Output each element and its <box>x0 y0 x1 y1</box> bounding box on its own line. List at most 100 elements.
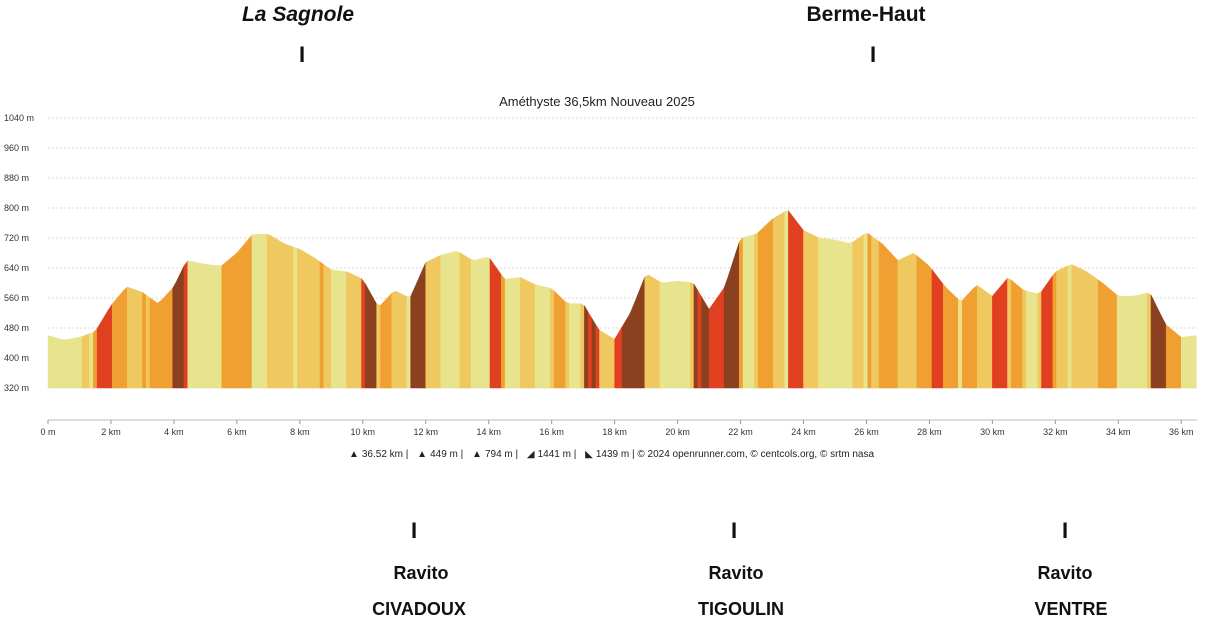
route-stats: ▲ 36.52 km | ▲ 449 m | ▲ 794 m | ◢ 1441 m | … <box>0 449 1217 460</box>
profile-segment <box>633 295 638 389</box>
profile-segment <box>837 240 842 389</box>
profile-segment <box>145 294 151 389</box>
profile-segment <box>161 295 166 389</box>
profile-segment <box>1113 291 1118 389</box>
profile-segment <box>372 296 377 389</box>
profile-segment <box>179 265 185 389</box>
elevation-chart: Améthyste 36,5km Nouveau 2025 1040 m 960 … <box>4 94 1197 437</box>
profile-segment <box>1022 289 1027 389</box>
profile-segment <box>417 270 423 389</box>
profile-segment <box>950 291 955 389</box>
profile-segment <box>93 327 98 389</box>
y-tick-label: 880 m <box>4 173 29 183</box>
profile-segment <box>1029 291 1035 389</box>
profile-segment <box>739 236 744 389</box>
profile-segment <box>980 287 986 389</box>
elevation-profile <box>47 209 1197 389</box>
profile-segment <box>285 243 291 389</box>
profile-segment <box>425 260 430 389</box>
profile-segment <box>637 286 642 389</box>
profile-segment <box>977 284 982 389</box>
ravito-label-ventre: Ravito <box>1037 563 1093 583</box>
profile-segment <box>561 297 566 389</box>
profile-segment <box>266 233 272 389</box>
profile-segment <box>648 274 653 389</box>
profile-segment <box>1154 302 1159 389</box>
profile-segment <box>1135 294 1140 389</box>
profile-segment <box>909 252 914 389</box>
profile-segment <box>293 246 298 389</box>
profile-segment <box>705 302 710 389</box>
profile-segment <box>897 258 902 389</box>
y-axis-ticks: 1040 m 960 m 880 m 800 m 720 m 640 m 560 m 480 … <box>4 113 34 393</box>
profile-segment <box>74 337 79 389</box>
profile-segment <box>618 325 623 389</box>
profile-segment <box>943 283 948 389</box>
profile-segment <box>735 241 740 389</box>
profile-segment <box>814 235 819 389</box>
profile-segment <box>232 252 238 389</box>
profile-segment <box>754 232 759 389</box>
profile-segment <box>349 272 355 389</box>
x-tick-label: 2 km <box>101 427 121 437</box>
profile-segment <box>871 235 876 389</box>
profile-segment <box>742 236 748 389</box>
profile-segment <box>961 295 967 389</box>
y-tick-label: 400 m <box>4 353 29 363</box>
profile-segment <box>353 274 359 389</box>
profile-segment <box>357 276 362 389</box>
profile-segment <box>62 339 68 389</box>
distance-icon: ▲ <box>348 449 359 460</box>
profile-segment <box>1026 290 1031 389</box>
profile-segment <box>822 238 827 389</box>
profile-segment <box>315 258 321 389</box>
stat-descent: 1439 m <box>595 449 630 460</box>
profile-segment <box>387 292 393 389</box>
profile-segment <box>1079 267 1084 389</box>
profile-segment <box>841 241 846 389</box>
y-tick-label: 320 m <box>4 383 29 393</box>
profile-segment <box>304 251 309 389</box>
profile-segment <box>572 303 578 389</box>
profile-segment <box>693 283 698 389</box>
profile-segment <box>640 276 646 389</box>
profile-segment <box>893 255 899 389</box>
profile-segment <box>221 261 226 389</box>
profile-segment <box>451 251 457 389</box>
profile-segment <box>1116 294 1122 389</box>
profile-segment <box>859 233 865 389</box>
x-tick-label: 6 km <box>227 427 247 437</box>
profile-segment <box>1124 295 1129 389</box>
x-axis: 0 m 2 km 4 km 6 km 8 km 10 km 12 km 14 km 16 km 1… <box>40 419 1197 437</box>
profile-segment <box>334 270 340 389</box>
profile-segment <box>674 281 680 389</box>
profile-segment <box>164 291 170 389</box>
profile-segment <box>603 332 608 389</box>
profile-segment <box>931 268 936 389</box>
profile-segment <box>383 296 389 389</box>
profile-segment <box>901 256 906 389</box>
profile-segment <box>875 238 880 389</box>
profile-segment <box>799 224 804 389</box>
ravito-name-tigoulin: TIGOULIN <box>698 599 784 619</box>
profile-segment <box>244 238 249 389</box>
profile-segment <box>538 285 544 389</box>
profile-segment <box>625 313 630 389</box>
profile-segment <box>206 264 211 389</box>
profile-segment <box>1037 291 1042 389</box>
y-tick-label: 560 m <box>4 293 29 303</box>
profile-segment <box>66 338 71 389</box>
profile-segment <box>810 233 816 389</box>
profile-segment <box>202 263 207 389</box>
profile-segment <box>213 265 219 389</box>
ravito-label-civadoux: Ravito <box>393 563 449 583</box>
profile-segment <box>916 255 921 389</box>
ascent-icon: ◢ <box>526 449 535 460</box>
profile-segment <box>421 262 427 389</box>
profile-segment <box>587 311 593 389</box>
profile-segment <box>610 336 615 389</box>
profile-segment <box>342 270 347 389</box>
stat-ascent: 1441 m <box>537 449 571 460</box>
profile-segment <box>1109 288 1114 389</box>
profile-segment <box>1071 264 1076 389</box>
